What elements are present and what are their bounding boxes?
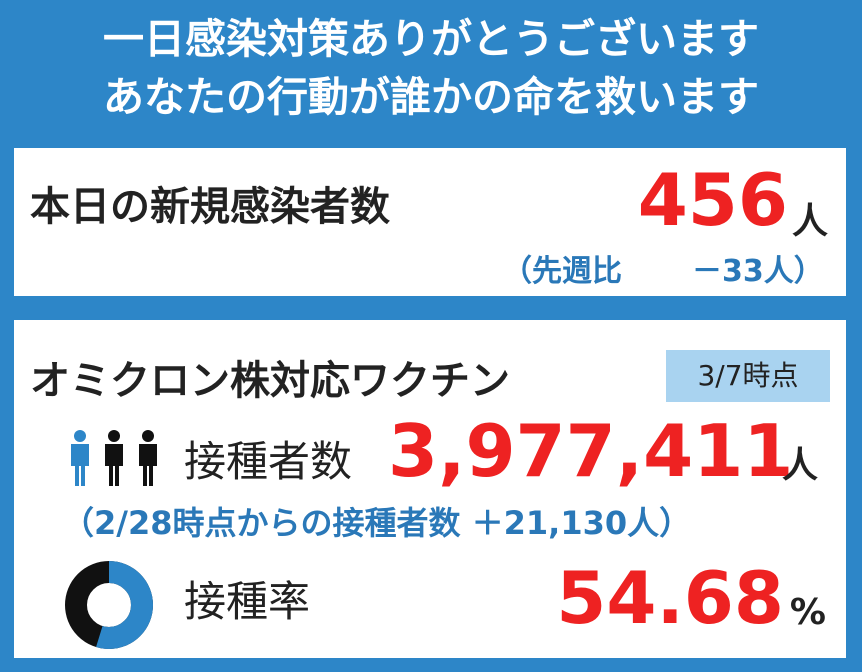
- donut-rate-arc: [65, 561, 153, 649]
- as-of-badge: 3/7時点: [666, 350, 830, 402]
- header-line-1: 一日感染対策ありがとうございます: [103, 15, 759, 63]
- weekly-comparison: （先週比 －33人）: [502, 246, 824, 290]
- daily-cases-unit: 人: [791, 201, 828, 242]
- rate-unit: %: [789, 592, 826, 633]
- rate-value: 54.68: [556, 556, 784, 640]
- daily-cases-panel: 本日の新規感染者数 456 人 （先週比 －33人）: [14, 148, 846, 296]
- donut-chart-icon: [65, 561, 153, 649]
- vaccinated-label: 接種者数: [184, 437, 353, 486]
- daily-cases-title: 本日の新規感染者数: [30, 184, 390, 230]
- header-banner: 一日感染対策ありがとうございます あなたの行動が誰かの命を救います: [0, 0, 862, 140]
- rate-label: 接種率: [184, 577, 311, 626]
- vaccinated-delta: （2/28時点からの接種者数 ＋21,130人）: [62, 504, 692, 542]
- people-icon: [71, 430, 157, 486]
- header-line-2: あなたの行動が誰かの命を救います: [103, 73, 759, 121]
- weekly-comparison-value: －33人）: [692, 254, 824, 289]
- daily-cases-count: 456: [637, 158, 788, 242]
- vaccinated-count: 3,977,411: [388, 409, 794, 493]
- vaccinated-unit: 人: [781, 445, 818, 486]
- vaccine-panel: オミクロン株対応ワクチン 3/7時点 接種者数 3,977,411 人 （2/2…: [14, 320, 846, 658]
- vaccine-title: オミクロン株対応ワクチン: [30, 358, 510, 404]
- weekly-comparison-label: （先週比: [502, 254, 622, 289]
